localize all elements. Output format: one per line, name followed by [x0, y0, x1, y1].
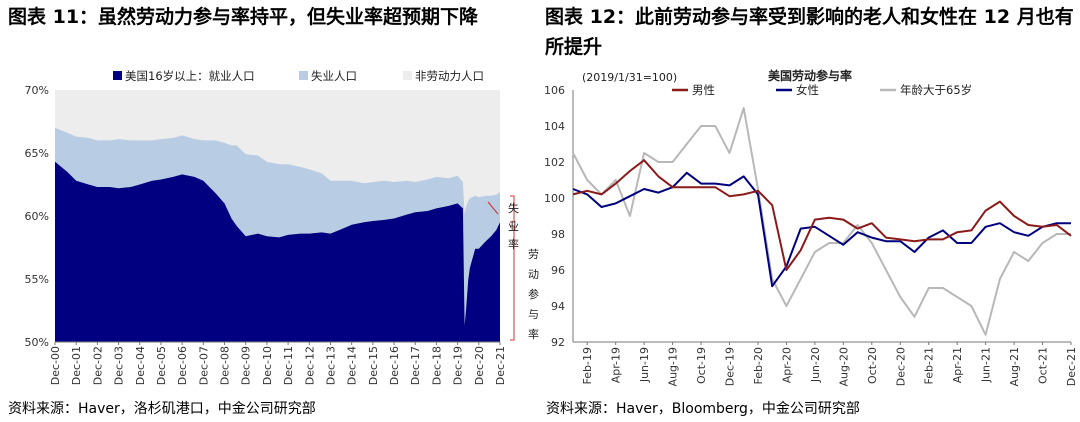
left-x-tick-label: Dec-02	[91, 346, 104, 385]
left-x-tick-label: Dec-07	[197, 346, 210, 385]
left-x-tick-label: Dec-18	[430, 346, 443, 385]
right-y-tick-label: 96	[551, 264, 565, 277]
left-source-note: 资料来源：Haver，洛杉矶港口，中金公司研究部	[8, 401, 316, 417]
right-x-tick-label: Apr-21	[951, 347, 964, 383]
right-x-tick-label: Jun-20	[809, 347, 822, 383]
left-x-tick-label: Dec-09	[240, 346, 253, 385]
right-chart-title: 美国劳动参与率	[768, 68, 852, 83]
right-x-tick-label: Feb-19	[581, 347, 594, 384]
right-x-tick-label: Dec-19	[724, 347, 737, 386]
left-x-tick-label: Dec-01	[70, 346, 83, 385]
right-x-tick-label: Oct-20	[866, 347, 879, 384]
right-x-tick-label: Dec-21	[1065, 347, 1078, 386]
left-x-tick-label: Dec-11	[282, 346, 295, 385]
right-x-tick-label: Dec-20	[894, 347, 907, 386]
left-x-tick-label: Dec-04	[134, 346, 147, 385]
right-y-axis-unit: (2019/1/31=100)	[582, 71, 677, 84]
right-series-line	[572, 107, 1071, 336]
left-x-tick-label: Dec-14	[346, 346, 359, 385]
left-x-tick-label: Dec-20	[473, 346, 486, 385]
right-x-tick-label: Feb-21	[923, 347, 936, 384]
right-x-tick-label: Aug-21	[1008, 347, 1021, 386]
annotation-arrow	[487, 201, 499, 215]
left-x-tick-label: Dec-00	[49, 346, 62, 385]
right-source-note: 资料来源：Haver，Bloomberg，中金公司研究部	[546, 401, 860, 417]
right-y-tick-label: 92	[551, 336, 565, 349]
right-y-tick-label: 106	[544, 84, 565, 97]
participation-annotation-char: 率	[528, 327, 539, 341]
left-legend-swatch	[299, 71, 308, 80]
left-y-tick-label: 60%	[25, 210, 49, 223]
left-y-tick-label: 55%	[25, 273, 49, 286]
left-x-tick-label: Dec-21	[494, 346, 507, 385]
right-y-tick-label: 94	[551, 300, 565, 313]
right-x-tick-label: Apr-20	[780, 347, 793, 383]
left-legend-swatch	[403, 71, 412, 80]
unemployment-annotation-char: 率	[508, 237, 519, 251]
left-x-tick-label: Dec-17	[409, 346, 422, 385]
left-legend-label: 失业人口	[311, 69, 357, 83]
participation-annotation-char: 动	[528, 268, 539, 281]
unemployment-annotation-char: 失	[508, 202, 519, 215]
left-legend-swatch	[113, 71, 122, 80]
participation-annotation-char: 参	[528, 287, 539, 301]
right-x-tick-label: Aug-19	[667, 347, 680, 386]
unemployment-bracket	[510, 195, 515, 223]
right-x-tick-label: Feb-20	[752, 347, 765, 384]
right-x-tick-label: Oct-19	[695, 347, 708, 384]
left-y-tick-label: 50%	[25, 336, 49, 349]
right-x-tick-label: Jun-21	[980, 347, 993, 383]
right-y-tick-label: 102	[544, 156, 565, 169]
right-x-tick-label: Aug-20	[837, 347, 850, 386]
right-legend-label: 女性	[796, 83, 819, 97]
right-y-tick-label: 100	[544, 192, 565, 205]
participation-bracket	[510, 225, 515, 341]
left-x-tick-label: Dec-03	[113, 346, 126, 385]
right-y-tick-label: 98	[551, 228, 565, 241]
right-legend-label: 男性	[692, 83, 715, 97]
left-x-tick-label: Dec-16	[388, 346, 401, 385]
left-employed-area	[55, 161, 500, 342]
left-y-tick-label: 70%	[25, 84, 49, 97]
right-x-tick-label: Jun-19	[638, 347, 651, 383]
right-series-line	[572, 159, 1072, 271]
right-x-tick-label: Oct-21	[1037, 347, 1050, 384]
right-figure-title: 图表 12：此前劳动参与率受到影响的老人和女性在 12 月也有所提升	[545, 6, 1074, 58]
right-x-tick-label: Apr-19	[610, 347, 623, 383]
left-y-tick-label: 65%	[25, 147, 49, 160]
right-series-line	[572, 171, 1071, 288]
left-x-tick-label: Dec-12	[303, 346, 316, 385]
right-y-tick-label: 104	[544, 120, 565, 133]
left-x-tick-label: Dec-05	[155, 346, 168, 385]
left-x-tick-label: Dec-08	[219, 346, 232, 385]
unemployment-annotation-char: 业	[508, 220, 519, 233]
left-legend-label: 美国16岁以上：就业人口	[125, 69, 255, 83]
participation-annotation-char: 劳	[528, 248, 539, 261]
left-x-tick-label: Dec-19	[452, 346, 465, 385]
left-x-tick-label: Dec-13	[324, 346, 337, 385]
participation-annotation-char: 与	[528, 308, 539, 321]
left-x-tick-label: Dec-06	[176, 346, 189, 385]
left-x-tick-label: Dec-15	[367, 346, 380, 385]
left-figure-title: 图表 11：虽然劳动力参与率持平，但失业率超预期下降	[8, 6, 479, 28]
left-x-tick-label: Dec-10	[261, 346, 274, 385]
right-legend-label: 年龄大于65岁	[900, 83, 972, 97]
left-legend-label: 非劳动力人口	[415, 69, 484, 83]
